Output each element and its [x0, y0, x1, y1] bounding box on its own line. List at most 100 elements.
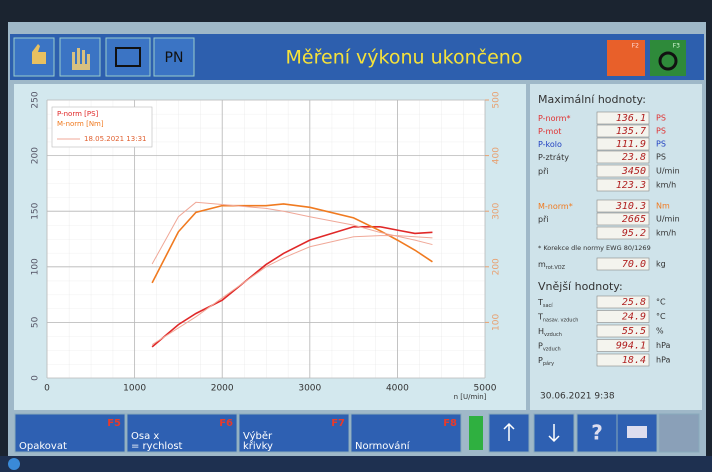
unit: PS — [656, 140, 666, 149]
value: 25.8 — [622, 297, 646, 308]
function-key: F6 — [219, 418, 233, 429]
value: 55.5 — [622, 326, 646, 337]
function-label: Opakovat — [19, 441, 67, 452]
label-main: P-norm* — [538, 114, 570, 123]
unit: km/h — [656, 229, 676, 238]
row-label: P-mot — [538, 127, 561, 136]
status-title: Měření výkonu ukončeno — [286, 47, 523, 69]
label-main: při — [538, 215, 549, 224]
unit: PS — [656, 114, 666, 123]
y-tick-label: 250 — [31, 91, 41, 108]
unit: km/h — [656, 181, 676, 190]
f2-button[interactable] — [607, 40, 645, 76]
screen: PN Měření výkonu ukončeno F2 F3 01000200… — [0, 0, 712, 472]
unit: hPa — [656, 341, 671, 350]
value: 310.3 — [615, 201, 646, 212]
unit: °C — [656, 298, 666, 307]
date-time: 30.06.2021 9:38 — [540, 392, 615, 402]
value: 2665 — [622, 214, 646, 225]
y2-tick-label: 100 — [492, 314, 502, 331]
x-tick-label: 3000 — [298, 384, 321, 394]
function-key: F8 — [443, 418, 457, 429]
value: 18.4 — [622, 355, 646, 366]
y-tick-label: 200 — [31, 147, 41, 164]
page: PN Měření výkonu ukončeno F2 F3 01000200… — [0, 0, 712, 472]
function-label: = rychlost — [131, 441, 183, 452]
unit: Nm — [656, 202, 670, 211]
label-sub: nasav. vzduch — [543, 317, 579, 323]
label-main: P-ztráty — [538, 153, 569, 162]
value: 111.9 — [616, 139, 646, 150]
value: 3450 — [621, 166, 646, 177]
y-tick-label: 100 — [31, 258, 41, 275]
label-main: M-norm* — [538, 202, 573, 211]
value: 136.1 — [616, 113, 646, 124]
y2-tick-label: 300 — [492, 202, 502, 219]
y2-tick-label: 500 — [492, 91, 502, 108]
unit: U/min — [656, 167, 680, 176]
value: 123.3 — [616, 180, 646, 191]
label-sub: páry — [543, 360, 554, 367]
legend-ref-label: 18.05.2021 13:31 — [84, 135, 146, 143]
pn-label: PN — [165, 50, 184, 66]
unit: °C — [656, 312, 666, 321]
unit: % — [656, 327, 664, 336]
value: 23.8 — [622, 152, 646, 163]
label-sub: sací — [543, 302, 553, 309]
f3-button[interactable] — [650, 40, 686, 76]
label-main: P-kolo — [538, 140, 562, 149]
function-key: F5 — [107, 418, 121, 429]
label-main: P-mot — [538, 127, 561, 136]
printer-icon — [627, 426, 647, 438]
row-label: P-kolo — [538, 140, 562, 149]
label-sub: rot.VOZ — [546, 265, 566, 271]
value: 135.7 — [616, 126, 646, 137]
x-tick-label: 5000 — [474, 384, 497, 394]
label-main: m — [538, 260, 546, 269]
unit: PS — [656, 153, 666, 162]
f2-key: F2 — [632, 43, 639, 50]
x-tick-label: 1000 — [123, 384, 146, 394]
unit: hPa — [656, 356, 671, 365]
unit: kg — [656, 260, 666, 269]
value: 994.1 — [616, 341, 646, 352]
x-tick-label: 2000 — [211, 384, 234, 394]
label-sub: vzduch — [543, 346, 561, 352]
row-label: P-ztráty — [538, 153, 569, 162]
y-tick-label: 0 — [31, 375, 41, 381]
footnote: * Korekce dle normy EWG 80/1269 — [538, 244, 651, 252]
legend-entry: M-norm [Nm] — [57, 120, 104, 128]
y-tick-label: 50 — [31, 316, 41, 328]
value: 70.0 — [622, 259, 646, 270]
panel-title: Maximální hodnoty: — [538, 93, 646, 106]
f3-key: F3 — [673, 43, 680, 50]
disabled-button[interactable] — [659, 414, 699, 452]
value: 24.9 — [622, 312, 646, 323]
function-key: F7 — [331, 418, 345, 429]
label-main: při — [538, 167, 549, 176]
y2-tick-label: 400 — [492, 147, 502, 164]
y-tick-label: 150 — [31, 202, 41, 219]
row-label: M-norm* — [538, 202, 573, 211]
taskbar — [0, 456, 712, 472]
value: 95.2 — [622, 228, 646, 239]
unit: U/min — [656, 215, 680, 224]
function-label: křivky — [243, 440, 273, 452]
x-tick-label: 0 — [44, 384, 50, 394]
x-tick-label: 4000 — [386, 384, 409, 394]
label-sub: vzduch — [544, 332, 562, 338]
unit: PS — [656, 127, 666, 136]
engine-button[interactable] — [106, 38, 150, 76]
help-label: ? — [591, 421, 603, 445]
row-label: při — [538, 167, 549, 176]
x-axis-label: n [U/min] — [454, 393, 487, 401]
y2-tick-label: 200 — [492, 258, 502, 275]
legend-entry: P-norm [PS] — [57, 110, 99, 118]
row-label: při — [538, 215, 549, 224]
row-label: P-norm* — [538, 114, 570, 123]
function-label: Normování — [355, 440, 411, 452]
start-icon — [8, 458, 20, 470]
indicator — [469, 416, 483, 450]
panel-title: Vnější hodnoty: — [538, 280, 623, 293]
